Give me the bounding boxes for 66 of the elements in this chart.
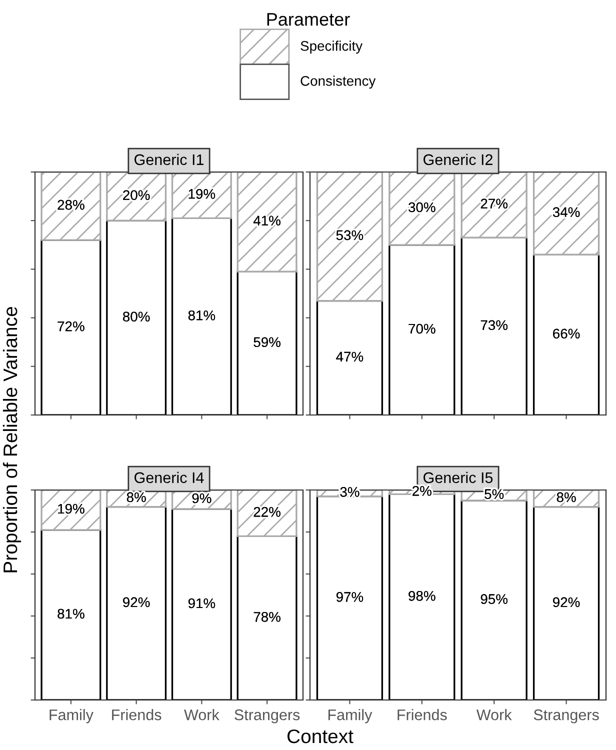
data-label: 92% bbox=[553, 597, 580, 608]
x-tick-label: Friends bbox=[112, 709, 162, 720]
bar bbox=[532, 506, 600, 700]
y-axis-title: Proportion of Reliable Variance bbox=[2, 307, 22, 572]
bar bbox=[316, 495, 384, 700]
chart-title: Generic I2 bbox=[424, 154, 492, 166]
bar bbox=[106, 220, 167, 415]
data-label: 81% bbox=[58, 608, 84, 619]
data-label: 66% bbox=[553, 328, 580, 339]
bar bbox=[532, 254, 600, 415]
data-label: 95% bbox=[480, 594, 508, 604]
bar bbox=[236, 270, 298, 415]
bar bbox=[460, 500, 528, 700]
data-label: 22% bbox=[254, 506, 280, 517]
data-label: 72% bbox=[58, 321, 84, 332]
bar bbox=[532, 172, 600, 256]
data-label: 98% bbox=[408, 590, 436, 601]
x-tick-label: Strangers bbox=[534, 709, 599, 724]
bar bbox=[40, 239, 102, 415]
data-label: 47% bbox=[336, 352, 364, 362]
bar bbox=[40, 529, 102, 700]
data-label: 80% bbox=[123, 312, 150, 322]
data-label: 59% bbox=[254, 337, 280, 348]
data-label: 81% bbox=[188, 310, 216, 320]
x-tick-label: Work bbox=[476, 709, 512, 720]
text: Consistency bbox=[300, 76, 376, 89]
bar bbox=[236, 535, 298, 700]
data-label: 8% bbox=[126, 492, 146, 502]
chart-title: Generic I1 bbox=[134, 154, 204, 166]
data-label: 19% bbox=[188, 188, 216, 199]
x-tick-label: Friends bbox=[398, 709, 447, 720]
x-axis-title: Context bbox=[287, 729, 354, 744]
x-tick-label: Family bbox=[328, 709, 372, 724]
data-label: 5% bbox=[484, 489, 504, 499]
bar bbox=[106, 506, 167, 700]
bar bbox=[460, 236, 528, 415]
data-label: 73% bbox=[480, 320, 508, 330]
data-label: 19% bbox=[58, 504, 84, 514]
data-label: 78% bbox=[254, 612, 280, 622]
chart-title: Generic I5 bbox=[424, 472, 493, 484]
bar bbox=[236, 172, 298, 272]
data-label: 20% bbox=[123, 190, 150, 200]
x-tick-label: Family bbox=[50, 709, 94, 724]
bar bbox=[316, 300, 384, 415]
data-label: 91% bbox=[188, 598, 216, 608]
chart-title: Generic I4 bbox=[134, 472, 204, 484]
data-label: 34% bbox=[552, 207, 580, 218]
bar bbox=[316, 172, 384, 302]
data-label: 27% bbox=[480, 198, 508, 208]
data-label: 9% bbox=[192, 493, 212, 504]
data-label: 28% bbox=[58, 200, 84, 210]
x-tick-label: Work bbox=[184, 709, 220, 720]
data-label: 53% bbox=[336, 230, 364, 240]
data-label: 41% bbox=[253, 216, 280, 226]
data-label: 30% bbox=[408, 202, 436, 212]
text: Specificity bbox=[300, 40, 363, 54]
bar bbox=[40, 172, 102, 241]
bar bbox=[388, 244, 456, 415]
data-label: 97% bbox=[336, 592, 364, 602]
legend-title: Parameter bbox=[267, 13, 350, 26]
bar bbox=[171, 217, 232, 415]
bar bbox=[171, 508, 232, 700]
x-tick-label: Strangers bbox=[234, 709, 300, 724]
data-label: 8% bbox=[556, 492, 576, 502]
data-label: 92% bbox=[123, 597, 150, 608]
data-label: 70% bbox=[408, 324, 436, 334]
